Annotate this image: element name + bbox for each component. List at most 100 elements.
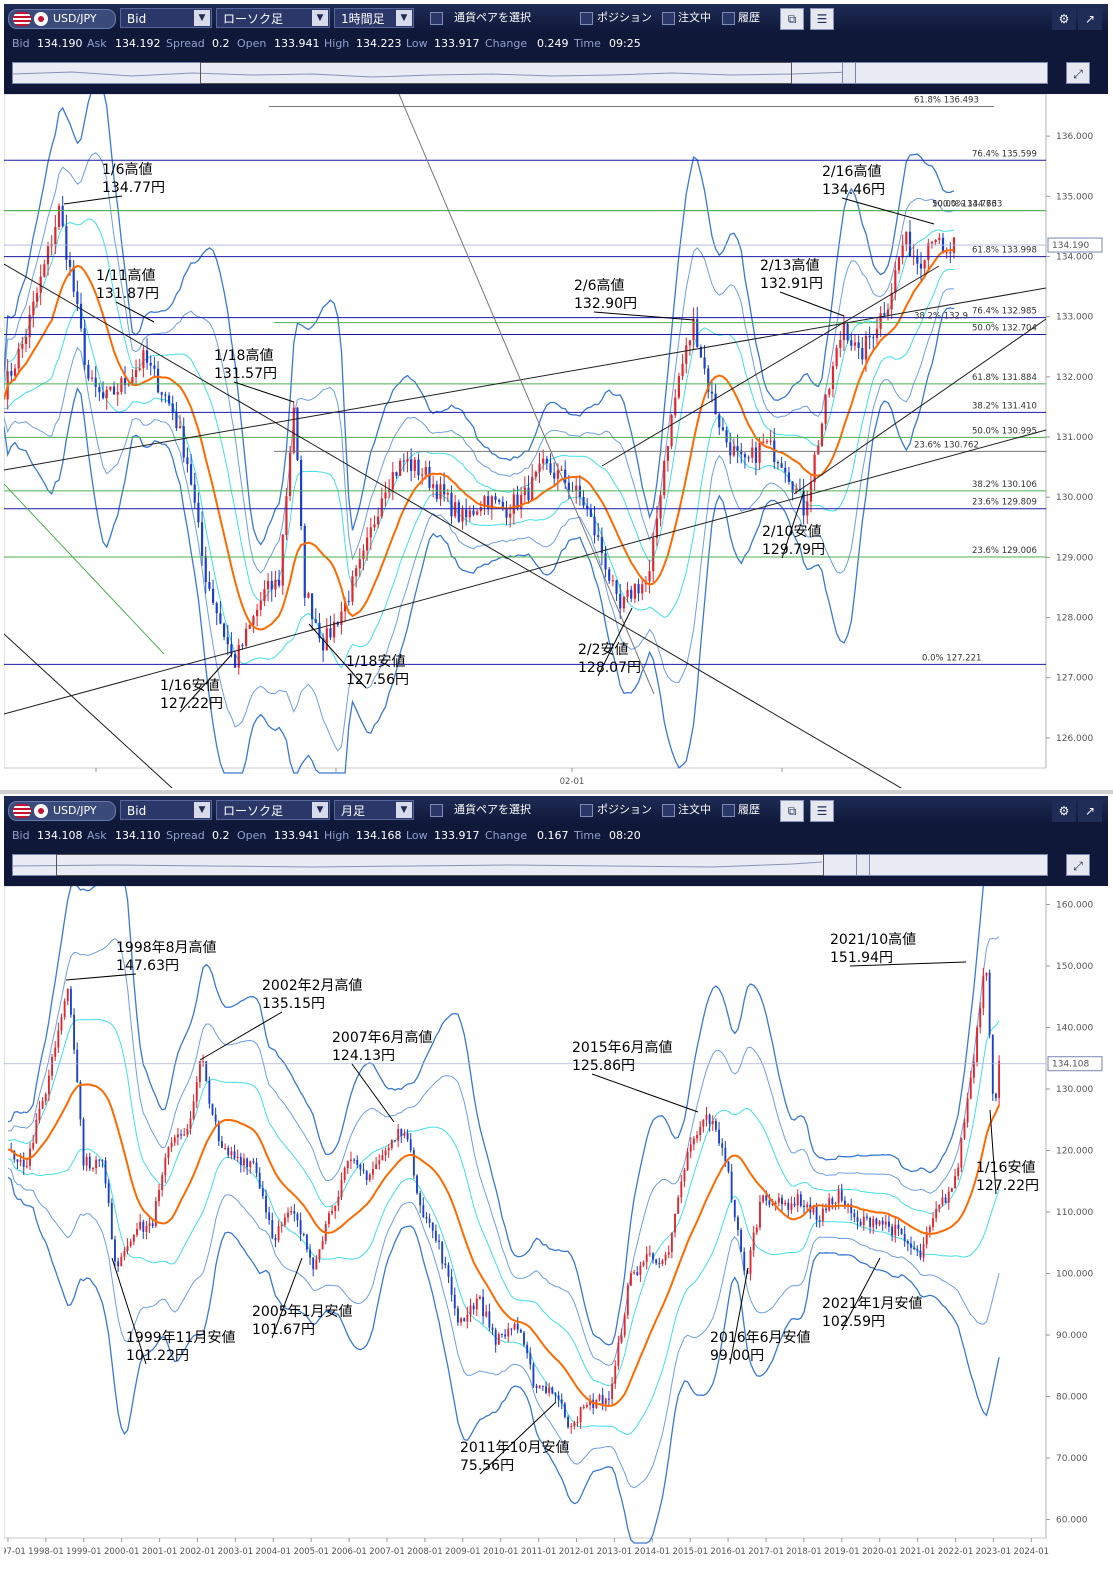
candle-down bbox=[768, 1200, 771, 1205]
orders-checkbox[interactable] bbox=[662, 12, 675, 25]
annotation-arrow bbox=[63, 195, 123, 205]
x-tick-label: 2004-01 bbox=[256, 1547, 292, 1557]
annotation-value: 151.94円 bbox=[830, 950, 893, 966]
pair-selector[interactable]: USD/JPY bbox=[8, 801, 116, 821]
annotation-title: 2007年6月高値 bbox=[332, 1029, 433, 1046]
candle-up bbox=[667, 1252, 670, 1255]
list-window-icon[interactable]: ☰ bbox=[810, 8, 834, 30]
navigator-scroll-arrow[interactable] bbox=[842, 62, 856, 84]
trend-line bbox=[4, 263, 903, 788]
annotation-value: 75.56円 bbox=[460, 1458, 514, 1474]
low-value: 133.917 bbox=[434, 829, 480, 842]
candle-up bbox=[652, 538, 655, 572]
price-chart-monthly[interactable]: 60.000 70.000 80.000 90.000 100.000 110.000 12… bbox=[4, 886, 1108, 1574]
candle-down bbox=[101, 1160, 104, 1162]
candle-up bbox=[879, 313, 882, 329]
candle-down bbox=[861, 347, 864, 360]
orders-checkbox[interactable] bbox=[662, 804, 675, 817]
annotation-title: 2/10安値 bbox=[762, 524, 821, 540]
candle-up bbox=[346, 1160, 349, 1169]
candle-up bbox=[765, 440, 769, 442]
y-tick-label: 150.000 bbox=[1056, 962, 1093, 972]
candle-up bbox=[661, 1260, 664, 1265]
select-pair-checkbox[interactable] bbox=[430, 804, 443, 817]
expand-icon[interactable]: ↗ bbox=[1078, 800, 1102, 822]
chart-type-select[interactable]: ローソク足 ▼ bbox=[216, 800, 330, 820]
candle-up bbox=[337, 1196, 340, 1206]
candle-up bbox=[373, 524, 376, 528]
annotation-value: 127.56円 bbox=[346, 672, 409, 688]
candle-up bbox=[24, 337, 28, 345]
candle-down bbox=[61, 205, 64, 227]
candle-down bbox=[400, 1129, 403, 1136]
candle-up bbox=[38, 1108, 41, 1120]
x-tick-label: 2006-01 bbox=[331, 1547, 367, 1557]
candle-up bbox=[21, 344, 24, 349]
candle-down bbox=[718, 1129, 721, 1144]
last-price-tag-label: 134.190 bbox=[1052, 241, 1089, 251]
navigator-handle[interactable] bbox=[56, 854, 824, 876]
candle-up bbox=[176, 1134, 179, 1138]
chart-panel-monthly: USD/JPY Bid ▼ ローソク足 ▼ 月足 ▼ 通貨ペアを選択 ポジション 注文… bbox=[4, 796, 1108, 1574]
candle-down bbox=[730, 1171, 733, 1200]
candle-down bbox=[296, 407, 299, 460]
zoom-icon[interactable]: ⤢ bbox=[1066, 854, 1090, 876]
timeframe-select[interactable]: 月足 ▼ bbox=[334, 800, 414, 820]
navigator-scroll-arrow[interactable] bbox=[856, 854, 870, 876]
candle-down bbox=[221, 1141, 223, 1148]
candle-down bbox=[356, 1160, 359, 1165]
price-type-select[interactable]: Bid ▼ bbox=[120, 800, 212, 820]
annotation-title: 1999年11月安値 bbox=[126, 1330, 235, 1346]
y-tick-label: 127.000 bbox=[1056, 674, 1093, 684]
list-window-icon[interactable]: ☰ bbox=[810, 800, 834, 822]
timeframe-select[interactable]: 1時間足 ▼ bbox=[334, 8, 414, 28]
price-type-select[interactable]: Bid ▼ bbox=[120, 8, 212, 28]
select-pair-checkbox[interactable] bbox=[430, 12, 443, 25]
candle-up bbox=[19, 1159, 22, 1162]
candle-down bbox=[850, 1204, 853, 1214]
annotation-title: 2005年1月安値 bbox=[252, 1304, 353, 1320]
expand-icon[interactable]: ↗ bbox=[1078, 8, 1102, 30]
position-checkbox[interactable] bbox=[580, 804, 593, 817]
bollinger-band-2sd bbox=[7, 936, 1000, 1366]
candle-down bbox=[353, 1159, 356, 1161]
candle-up bbox=[243, 1158, 245, 1165]
zoom-icon[interactable]: ⤢ bbox=[1066, 62, 1090, 84]
chart-window-icon[interactable]: ⧉ bbox=[780, 800, 804, 822]
gear-icon[interactable]: ⚙ bbox=[1052, 8, 1076, 30]
candle-down bbox=[79, 1082, 82, 1120]
candle-up bbox=[688, 340, 692, 346]
candle-up bbox=[421, 474, 424, 476]
bollinger-band-3sd bbox=[7, 886, 984, 1346]
price-chart-hourly[interactable]: 126.000 127.000 128.000 129.000 130.000 131.0… bbox=[4, 94, 1108, 788]
position-checkbox[interactable] bbox=[580, 12, 593, 25]
chevron-down-icon: ▼ bbox=[194, 802, 210, 818]
candle-down bbox=[532, 1364, 535, 1386]
pair-selector[interactable]: USD/JPY bbox=[8, 9, 116, 29]
candle-down bbox=[217, 1121, 220, 1142]
candle-up bbox=[509, 513, 512, 518]
candle-up bbox=[542, 458, 545, 464]
candle-up bbox=[702, 1119, 705, 1127]
candle-up bbox=[192, 1101, 195, 1119]
candle-down bbox=[151, 1223, 154, 1227]
bollinger-band-2sd bbox=[4, 152, 955, 574]
chart-window-icon[interactable]: ⧉ bbox=[780, 8, 804, 30]
candle-down bbox=[549, 463, 552, 473]
candle-down bbox=[843, 1200, 846, 1207]
candle-up bbox=[659, 495, 662, 519]
navigator-handle[interactable] bbox=[200, 62, 792, 84]
candle-up bbox=[263, 589, 266, 602]
history-checkbox[interactable] bbox=[722, 12, 735, 25]
candle-down bbox=[110, 1202, 113, 1240]
candle-up bbox=[835, 347, 838, 367]
chevron-down-icon: ▼ bbox=[194, 10, 210, 26]
candle-down bbox=[850, 340, 853, 346]
history-checkbox[interactable] bbox=[722, 804, 735, 817]
chart-type-select[interactable]: ローソク足 ▼ bbox=[216, 8, 330, 28]
gear-icon[interactable]: ⚙ bbox=[1052, 800, 1076, 822]
candle-down bbox=[416, 1175, 418, 1194]
candle-up bbox=[46, 246, 50, 265]
annotation-title: 1/16安値 bbox=[160, 678, 219, 694]
candle-down bbox=[747, 457, 750, 459]
